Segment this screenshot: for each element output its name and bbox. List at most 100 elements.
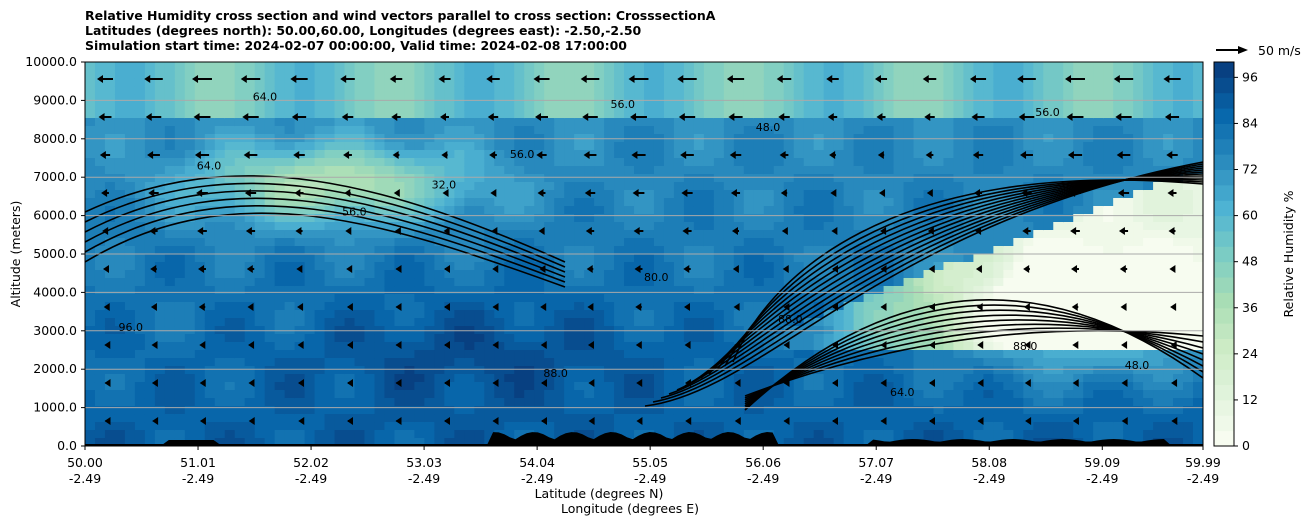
field-cell bbox=[1113, 398, 1124, 407]
field-cell bbox=[823, 206, 835, 215]
field-cell bbox=[464, 222, 475, 231]
field-cell bbox=[853, 70, 865, 79]
field-cell bbox=[484, 414, 495, 423]
field-cell bbox=[703, 406, 715, 415]
field-cell bbox=[544, 110, 555, 119]
field-cell bbox=[1073, 374, 1084, 383]
field-cell bbox=[923, 350, 935, 359]
field-cell bbox=[494, 318, 505, 327]
field-cell bbox=[164, 286, 176, 295]
field-cell bbox=[763, 126, 775, 135]
field-cell bbox=[973, 246, 984, 255]
field-cell bbox=[544, 430, 555, 439]
field-cell bbox=[1103, 70, 1114, 79]
field-cell bbox=[883, 294, 895, 303]
field-cell bbox=[204, 126, 216, 135]
field-cell bbox=[94, 78, 106, 87]
field-cell bbox=[454, 334, 465, 343]
field-cell bbox=[214, 318, 226, 327]
field-cell bbox=[154, 230, 166, 239]
field-cell bbox=[164, 78, 176, 87]
field-cell bbox=[993, 118, 1004, 127]
field-cell bbox=[454, 438, 465, 446]
field-cell bbox=[833, 214, 845, 223]
field-cell bbox=[334, 118, 346, 127]
field-cell bbox=[743, 414, 755, 423]
field-cell bbox=[534, 294, 545, 303]
field-cell bbox=[1013, 414, 1024, 423]
field-cell bbox=[1113, 62, 1124, 71]
field-cell bbox=[833, 126, 845, 135]
field-cell bbox=[214, 158, 226, 167]
field-cell bbox=[733, 238, 745, 247]
field-cell bbox=[703, 310, 715, 319]
field-cell bbox=[823, 182, 835, 191]
field-cell bbox=[863, 366, 875, 375]
field-cell bbox=[1103, 182, 1114, 191]
field-cell bbox=[274, 190, 286, 199]
field-cell bbox=[414, 150, 425, 159]
field-cell bbox=[853, 254, 865, 263]
field-cell bbox=[1073, 158, 1084, 167]
field-cell bbox=[294, 254, 306, 263]
field-cell bbox=[983, 70, 994, 79]
field-cell bbox=[963, 398, 975, 407]
field-cell bbox=[683, 398, 695, 407]
field-cell bbox=[214, 166, 226, 175]
field-cell bbox=[294, 422, 306, 431]
field-cell bbox=[803, 190, 815, 199]
field-cell bbox=[304, 278, 316, 287]
field-cell bbox=[933, 166, 945, 175]
field-cell bbox=[194, 294, 206, 303]
field-cell bbox=[893, 118, 905, 127]
field-cell bbox=[414, 206, 425, 215]
field-cell bbox=[124, 374, 136, 383]
field-cell bbox=[564, 174, 575, 183]
field-cell bbox=[484, 422, 495, 431]
field-cell bbox=[1033, 398, 1044, 407]
field-cell bbox=[314, 374, 326, 383]
field-cell bbox=[863, 302, 875, 311]
field-cell bbox=[1003, 350, 1014, 359]
field-cell bbox=[1083, 366, 1094, 375]
field-cell bbox=[1003, 430, 1014, 439]
field-cell bbox=[943, 422, 955, 431]
field-cell bbox=[344, 230, 356, 239]
field-cell bbox=[554, 334, 565, 343]
field-cell bbox=[883, 166, 895, 175]
field-cell bbox=[993, 390, 1004, 399]
field-cell bbox=[1003, 182, 1014, 191]
field-cell bbox=[783, 310, 795, 319]
field-cell bbox=[813, 430, 825, 439]
field-cell bbox=[883, 182, 895, 191]
field-cell bbox=[993, 318, 1004, 327]
field-cell bbox=[743, 294, 755, 303]
field-cell bbox=[194, 70, 206, 79]
field-cell bbox=[1083, 382, 1094, 391]
field-cell bbox=[673, 174, 685, 183]
field-cell bbox=[853, 166, 865, 175]
field-cell bbox=[294, 270, 306, 279]
field-cell bbox=[564, 230, 575, 239]
field-cell bbox=[893, 366, 905, 375]
field-cell bbox=[124, 142, 136, 151]
field-cell bbox=[414, 270, 425, 279]
field-cell bbox=[264, 182, 276, 191]
field-cell bbox=[294, 86, 306, 95]
field-cell bbox=[584, 278, 595, 287]
field-cell bbox=[114, 118, 126, 127]
field-cell bbox=[813, 302, 825, 311]
field-cell bbox=[763, 102, 775, 111]
field-cell bbox=[853, 198, 865, 207]
field-cell bbox=[1093, 390, 1104, 399]
field-cell bbox=[324, 422, 336, 431]
field-cell bbox=[1063, 86, 1074, 95]
field-cell bbox=[234, 182, 246, 191]
field-cell bbox=[953, 414, 965, 423]
field-cell bbox=[873, 78, 885, 87]
field-cell bbox=[703, 262, 715, 271]
field-cell bbox=[843, 70, 855, 79]
field-cell bbox=[484, 78, 495, 87]
field-cell bbox=[743, 70, 755, 79]
field-cell bbox=[883, 238, 895, 247]
